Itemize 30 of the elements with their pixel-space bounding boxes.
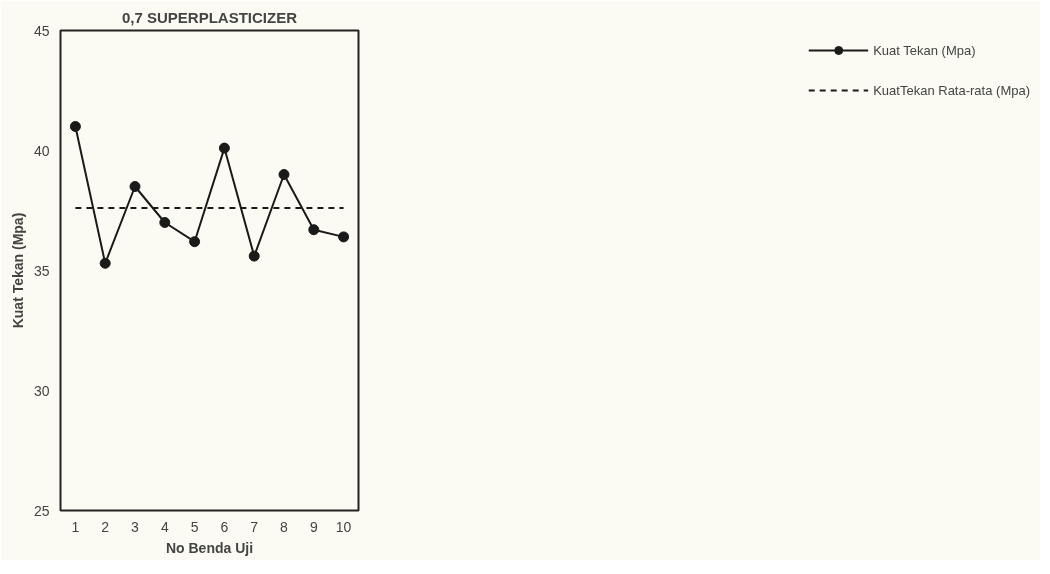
x-tick-label: 1 <box>71 518 80 535</box>
point <box>129 181 141 192</box>
legend-label: Kuat Tekan (Mpa) <box>873 42 976 58</box>
y-tick-label: 25 <box>33 502 50 519</box>
point <box>189 236 201 248</box>
x-axis-title: No Benda Uji <box>165 539 254 556</box>
point <box>218 142 230 154</box>
y-tick-label: 45 <box>33 22 50 39</box>
y-tick-label: 40 <box>33 142 50 159</box>
x-tick-label: 5 <box>190 518 199 535</box>
point <box>99 257 111 269</box>
x-tick-label: 4 <box>160 518 169 535</box>
x-tick-label: 10 <box>335 518 352 535</box>
point <box>338 231 350 243</box>
x-tick-label: 9 <box>309 518 318 535</box>
y-tick-label: 35 <box>33 262 50 279</box>
point <box>308 224 320 236</box>
point <box>248 250 260 262</box>
chart-title: 0,7 SUPERPLASTICIZER <box>121 8 298 26</box>
y-tick-label: 30 <box>33 382 50 399</box>
point <box>69 121 81 132</box>
point <box>159 217 171 228</box>
point <box>278 169 290 180</box>
x-tick-label: 6 <box>220 518 229 535</box>
x-tick-label: 2 <box>101 518 110 535</box>
y-axis-title: Kuat Tekan (Mpa) <box>9 212 26 329</box>
x-tick-label: 8 <box>280 518 289 535</box>
x-tick-label: 7 <box>250 518 259 535</box>
legend-label: KuatTekan Rata-rata (Mpa) <box>873 82 1030 98</box>
x-tick-label: 3 <box>131 518 140 535</box>
